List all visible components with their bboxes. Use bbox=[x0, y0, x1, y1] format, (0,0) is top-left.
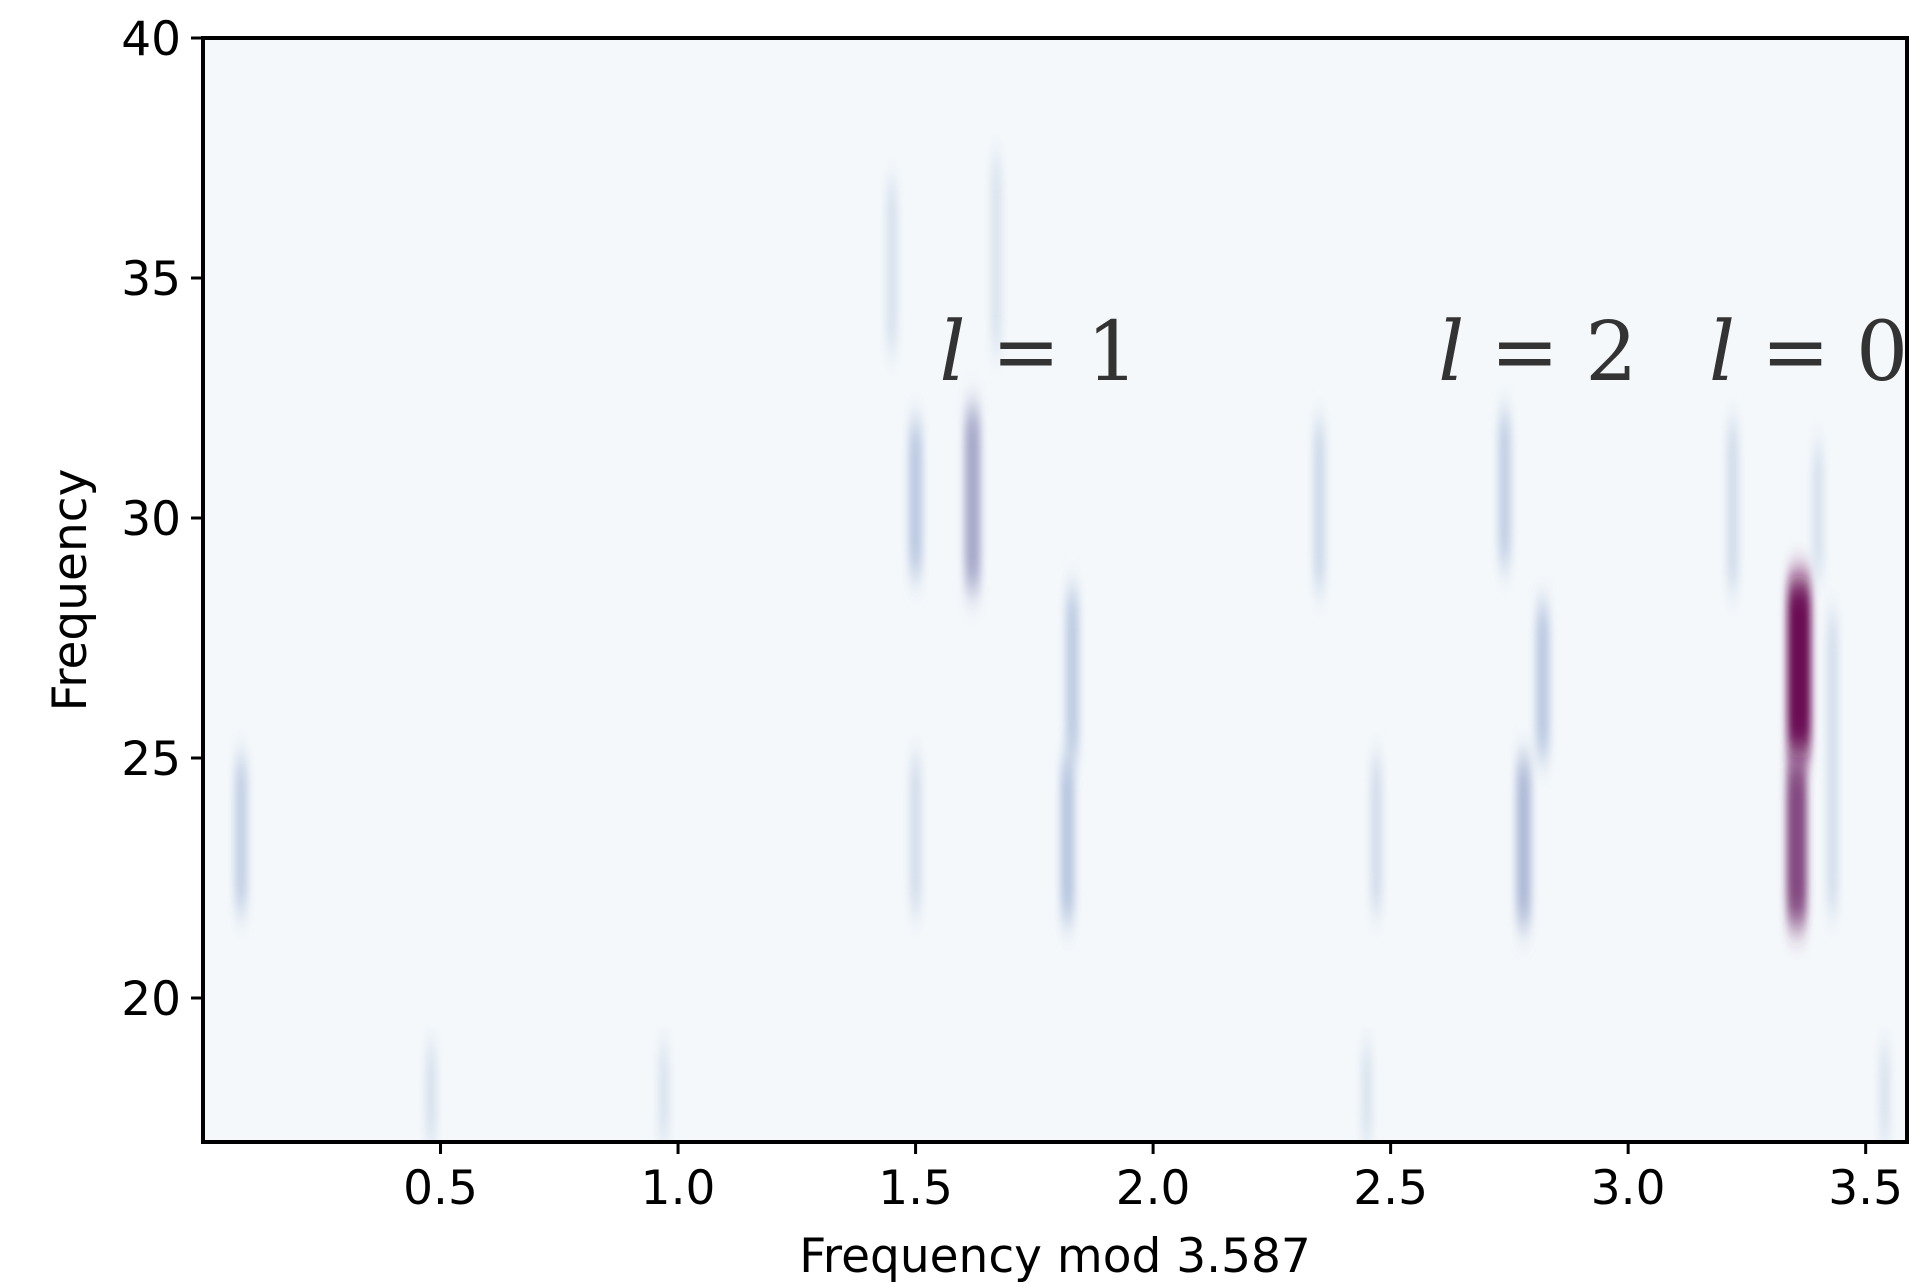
heatmap-ridge-11 bbox=[1370, 758, 1383, 912]
heatmap-ridge-13 bbox=[1726, 422, 1739, 590]
annotation-degree-2: l = 2 bbox=[1438, 305, 1637, 400]
annotation-degree-0: l = 0 bbox=[1709, 305, 1908, 400]
heatmap-ridge-8 bbox=[1065, 590, 1080, 758]
heatmap-ridge-0 bbox=[1787, 575, 1812, 758]
plot-background bbox=[203, 38, 1907, 1142]
x-tick-label: 0.5 bbox=[403, 1161, 478, 1216]
heatmap-ridge-19 bbox=[658, 1046, 670, 1142]
heatmap-ridge-17 bbox=[1812, 446, 1825, 576]
heatmap-ridge-21 bbox=[1878, 1046, 1891, 1142]
x-tick-label: 2.0 bbox=[1116, 1161, 1191, 1216]
x-axis: 0.5 1.0 1.5 2.0 2.5 3.0 3.5 bbox=[403, 1142, 1903, 1216]
heatmap-ridge-14 bbox=[885, 182, 898, 350]
y-axis: 20 25 30 35 40 bbox=[121, 12, 203, 1027]
x-tick-label: 1.5 bbox=[878, 1161, 953, 1216]
heatmap-ridge-10 bbox=[1313, 422, 1326, 590]
heatmap-ridge-20 bbox=[1361, 1046, 1373, 1142]
plot-frame bbox=[201, 36, 1909, 1144]
heatmap-ridge-15 bbox=[990, 158, 1003, 350]
heatmap-ridges bbox=[234, 158, 1891, 1142]
y-tick-label: 40 bbox=[121, 12, 181, 67]
x-tick-label: 2.5 bbox=[1353, 1161, 1428, 1216]
y-tick-label: 30 bbox=[121, 492, 181, 547]
x-tick-label: 3.0 bbox=[1591, 1161, 1666, 1216]
heatmap-ridge-6 bbox=[1497, 412, 1512, 566]
x-axis-label: Frequency mod 3.587 bbox=[799, 1229, 1311, 1284]
x-tick-label: 3.5 bbox=[1828, 1161, 1903, 1216]
heatmap-ridge-18 bbox=[425, 1046, 437, 1142]
heatmap-ridge-2 bbox=[964, 407, 981, 590]
x-tick-label: 1.0 bbox=[641, 1161, 716, 1216]
heatmap-ridge-4 bbox=[1515, 758, 1532, 926]
annotation-degree-1: l = 1 bbox=[939, 305, 1138, 400]
heatmap-ridge-9 bbox=[234, 758, 248, 912]
heatmap-ridge-7 bbox=[1060, 758, 1075, 922]
heatmap-ridge-5 bbox=[1535, 604, 1550, 758]
y-tick-label: 35 bbox=[121, 252, 181, 307]
heatmap-ridge-12 bbox=[909, 758, 922, 912]
heatmap-ridge-1 bbox=[1786, 758, 1808, 926]
heatmap-ridge-16 bbox=[1826, 614, 1839, 912]
y-tick-label: 25 bbox=[121, 732, 181, 787]
annotations: l = 1 l = 2 l = 0 bbox=[939, 305, 1908, 400]
y-axis-label: Frequency bbox=[43, 469, 98, 712]
y-tick-label: 20 bbox=[121, 972, 181, 1027]
heatmap-ridge-3 bbox=[908, 422, 923, 576]
